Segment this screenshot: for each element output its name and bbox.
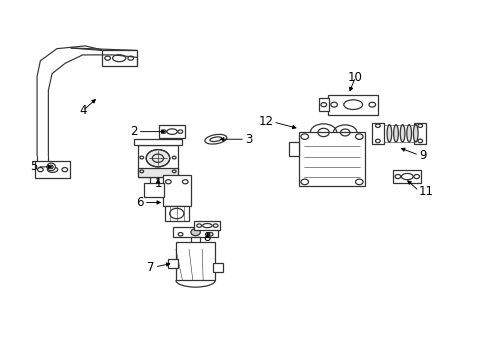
Bar [299,132,365,186]
Bar [176,242,216,280]
Circle shape [146,150,170,167]
Bar [159,125,185,138]
Text: 10: 10 [348,71,363,84]
Bar [393,170,421,183]
Text: 7: 7 [147,261,155,274]
Ellipse shape [414,125,418,142]
Bar [191,237,200,249]
Bar [149,176,167,185]
Text: 3: 3 [245,133,252,146]
Bar [163,175,191,206]
Bar [169,260,178,268]
Text: 2: 2 [130,125,138,138]
Bar [144,184,164,197]
Bar [214,263,223,271]
Bar [289,142,299,156]
Text: 4: 4 [79,104,86,117]
Circle shape [191,229,200,236]
Ellipse shape [407,125,412,142]
Bar [173,228,218,237]
Text: 9: 9 [419,149,427,162]
Ellipse shape [205,134,227,144]
Text: 1: 1 [154,177,162,190]
Ellipse shape [387,125,392,142]
Bar [372,123,384,144]
Bar [134,139,182,145]
Bar [165,206,189,221]
Text: 11: 11 [419,185,434,198]
Bar [138,168,178,176]
Text: 8: 8 [204,230,211,243]
Text: 6: 6 [136,196,144,209]
Ellipse shape [393,125,398,142]
Ellipse shape [400,125,405,142]
Bar [415,123,426,144]
Bar [138,145,178,176]
Bar [101,50,137,66]
Text: 12: 12 [258,116,273,129]
Text: 5: 5 [30,160,37,174]
Ellipse shape [47,163,55,171]
Bar [35,161,71,178]
Bar [328,95,378,115]
Bar [319,98,329,111]
Bar [195,221,220,230]
